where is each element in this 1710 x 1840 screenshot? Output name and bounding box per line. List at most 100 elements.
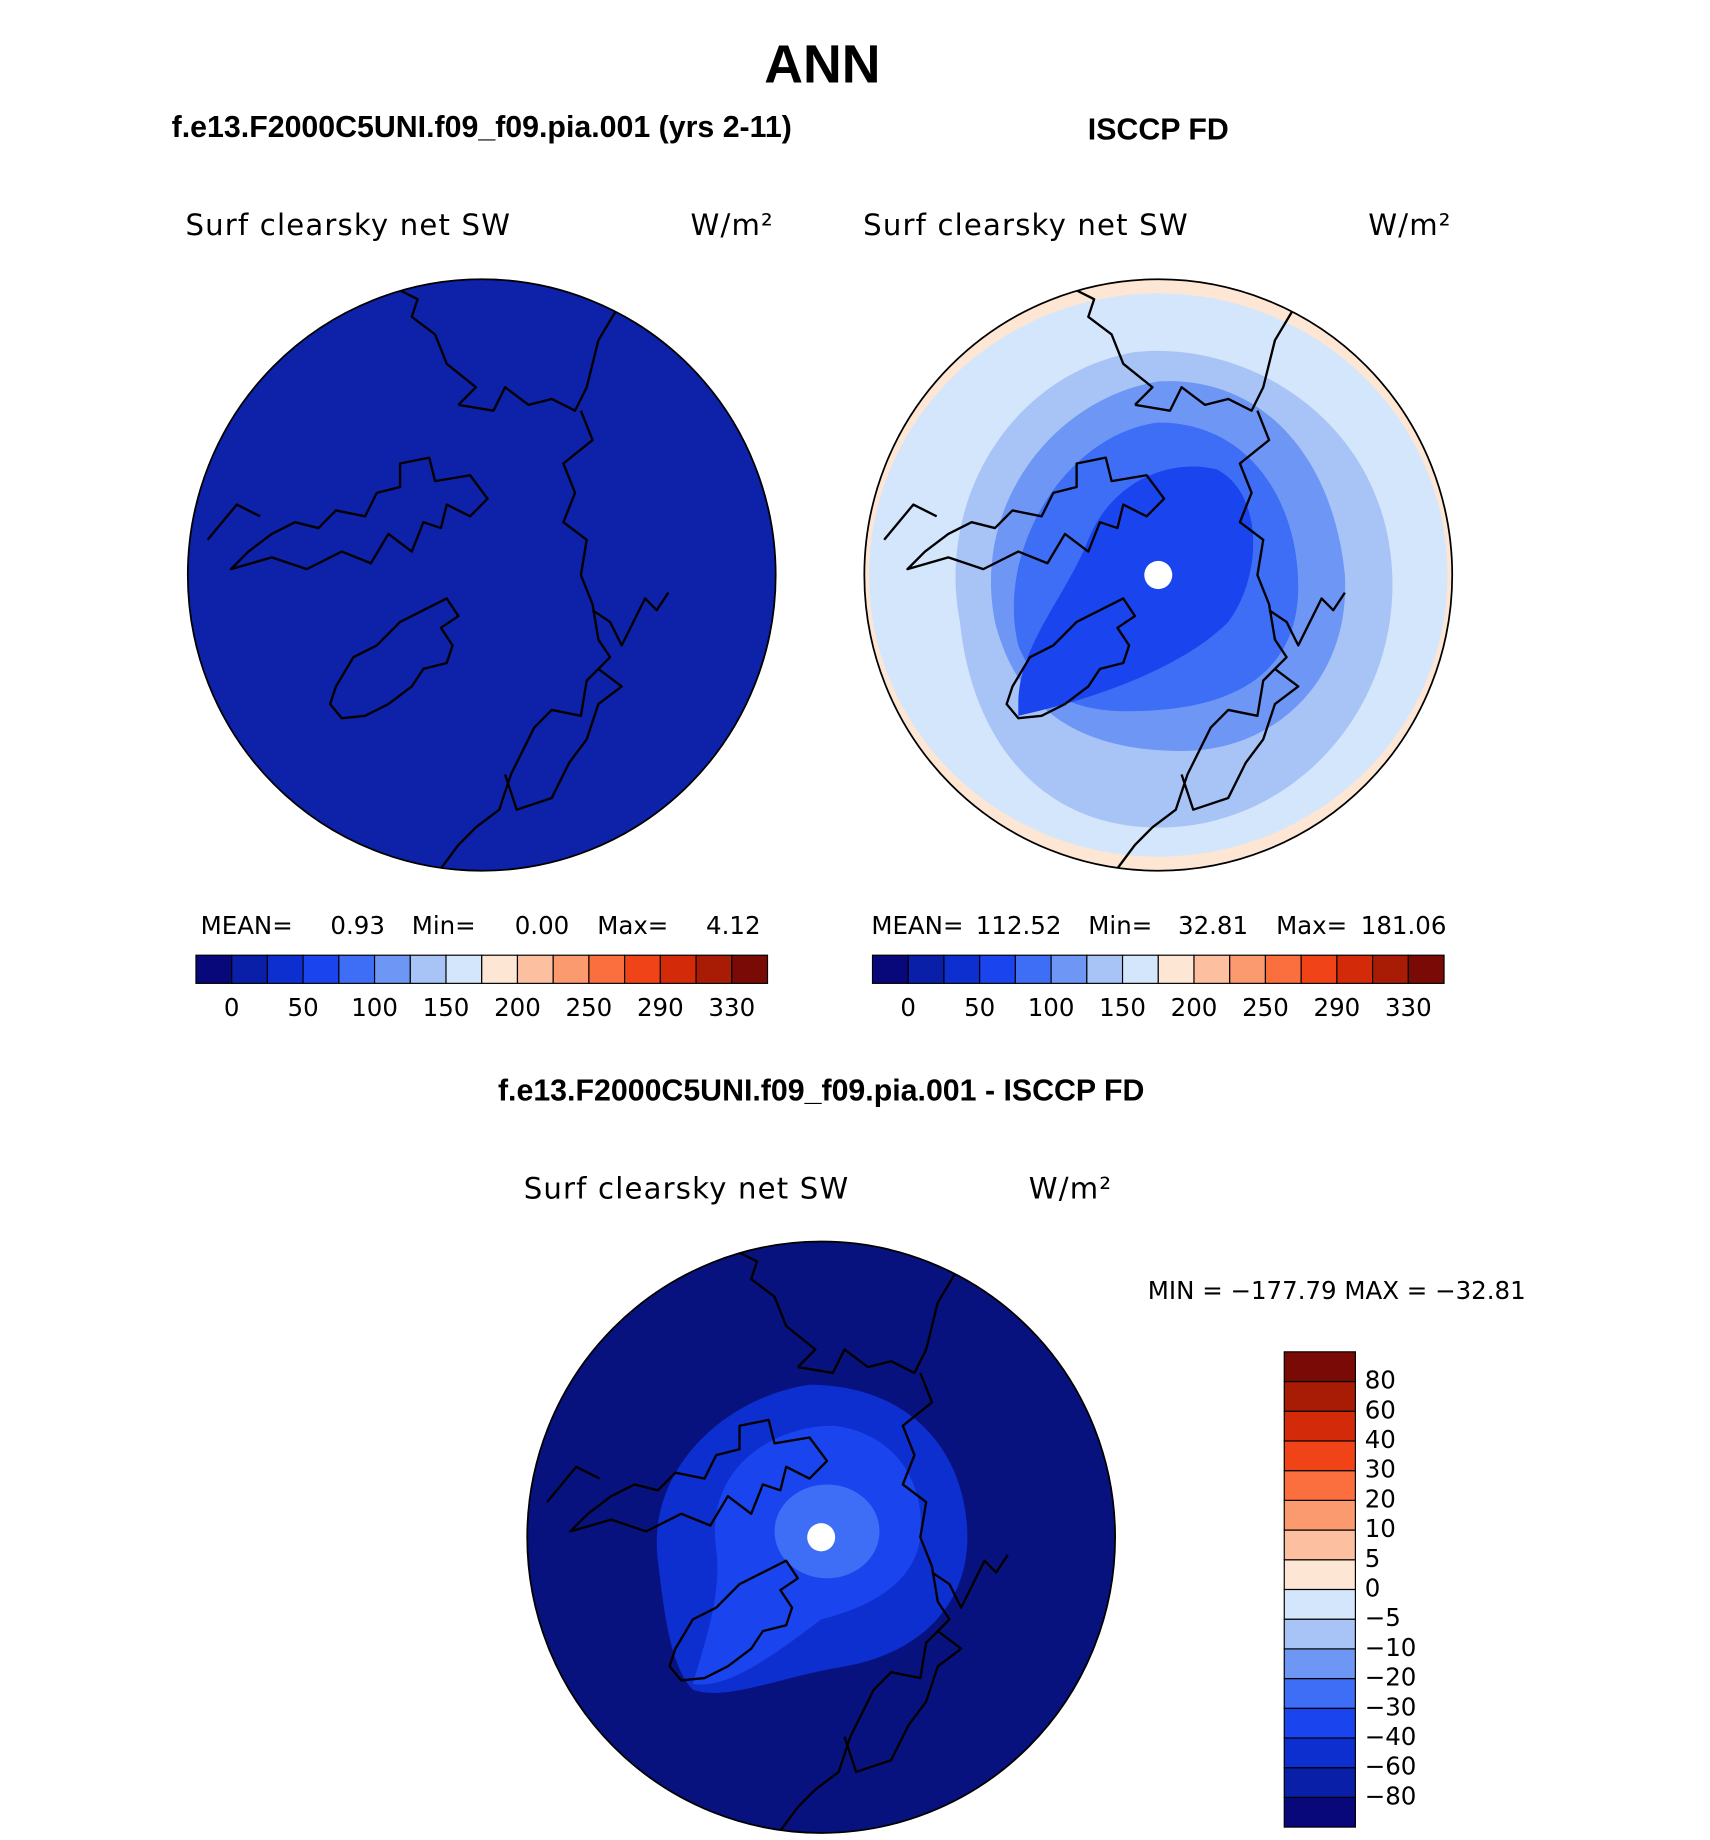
map: [186, 278, 777, 872]
colorbar-label: 250: [1242, 993, 1289, 1022]
colorbar-box: [1283, 1737, 1356, 1769]
colorbar-box: [302, 954, 340, 984]
colorbar-box: [1372, 954, 1409, 984]
colorbar-label: 0: [224, 993, 240, 1022]
units-label: W/m²: [691, 208, 774, 242]
stat-label: Max=: [597, 911, 668, 940]
variable-label: Surf clearsky net SW: [863, 208, 1189, 242]
colorbar-label: 10: [1365, 1514, 1396, 1543]
colorbar-box: [1283, 1796, 1356, 1828]
colorbar-label: 50: [288, 993, 319, 1022]
colorbar-label: 250: [566, 993, 613, 1022]
colorbar-box: [695, 954, 733, 984]
colorbar-label: 20: [1365, 1484, 1396, 1513]
stat-value: 181.06: [1361, 911, 1447, 940]
colorbar-label: −30: [1365, 1692, 1417, 1721]
colorbar-box: [659, 954, 697, 984]
stat-label: Min=: [1088, 911, 1152, 940]
colorbar-label: 200: [494, 993, 541, 1022]
map: [863, 278, 1454, 872]
colorbar-box: [1121, 954, 1159, 984]
colorbar-label: −60: [1365, 1752, 1417, 1781]
colorbar-box: [1014, 954, 1052, 984]
stat-label: MEAN=: [201, 911, 293, 940]
range-label: MIN = −177.79 MAX = −32.81: [1148, 1276, 1526, 1305]
stat-label: MEAN=: [871, 911, 963, 940]
colorbar-label: 5: [1365, 1544, 1381, 1573]
units-label: W/m²: [1029, 1171, 1112, 1205]
colorbar-label: 0: [900, 993, 916, 1022]
colorbar-box: [1283, 1618, 1356, 1650]
colorbar-box: [1283, 1410, 1356, 1442]
colorbar-label: 330: [708, 993, 755, 1022]
colorbar-box: [552, 954, 590, 984]
colorbar-label: −5: [1365, 1603, 1401, 1632]
colorbar-box: [1283, 1351, 1356, 1383]
colorbar-label: −80: [1365, 1781, 1417, 1810]
colorbar-box: [1193, 954, 1231, 984]
panel-title: f.e13.F2000C5UNI.f09_f09.pia.001 (yrs 2-…: [172, 110, 792, 144]
stat-value: 0.93: [330, 911, 384, 940]
colorbar-box: [373, 954, 411, 984]
colorbar-box: [1283, 1529, 1356, 1561]
colorbar-label: 150: [1099, 993, 1146, 1022]
panel-title: f.e13.F2000C5UNI.f09_f09.pia.001 - ISCCP…: [498, 1073, 1144, 1107]
colorbar-box: [1407, 954, 1445, 984]
colorbar-box: [624, 954, 661, 984]
stat-value: 4.12: [706, 911, 760, 940]
colorbar-box: [1264, 954, 1302, 984]
colorbar-box: [588, 954, 626, 984]
stat-value: 0.00: [515, 911, 569, 940]
colorbar-label: 290: [1314, 993, 1361, 1022]
colorbar-box: [266, 954, 304, 984]
colorbar-box: [1283, 1648, 1356, 1680]
units-label: W/m²: [1368, 208, 1451, 242]
colorbar-box: [1283, 1470, 1356, 1501]
colorbar-box: [979, 954, 1016, 984]
colorbar-label: 50: [964, 993, 995, 1022]
colorbar-box: [1283, 1559, 1356, 1591]
colorbar-box: [1283, 1767, 1356, 1798]
stat-label: Min=: [412, 911, 476, 940]
colorbar-box: [1283, 1440, 1356, 1472]
colorbar-label: −40: [1365, 1722, 1417, 1751]
colorbar-box: [1086, 954, 1124, 984]
figure-title: ANN: [764, 34, 880, 94]
stat-value: 112.52: [976, 911, 1062, 940]
colorbar-box: [516, 954, 554, 984]
colorbar-label: 30: [1365, 1455, 1396, 1484]
variable-label: Surf clearsky net SW: [524, 1171, 850, 1205]
colorbar-box: [338, 954, 376, 984]
colorbar-box: [731, 954, 769, 984]
colorbar-label: 100: [1028, 993, 1075, 1022]
colorbar-box: [481, 954, 519, 984]
colorbar-box: [409, 954, 447, 984]
colorbar-box: [1050, 954, 1088, 984]
panel-title: ISCCP FD: [1088, 112, 1229, 146]
colorbar-box: [195, 954, 233, 984]
colorbar-box: [231, 954, 268, 984]
colorbar-box: [445, 954, 483, 984]
colorbar-box: [1336, 954, 1374, 984]
colorbar-box: [943, 954, 981, 984]
variable-label: Surf clearsky net SW: [185, 208, 511, 242]
colorbar-label: −20: [1365, 1663, 1417, 1692]
colorbar-box: [1283, 1588, 1356, 1620]
colorbar-box: [1283, 1677, 1356, 1709]
stat-label: Max=: [1276, 911, 1347, 940]
colorbar-label: 200: [1171, 993, 1218, 1022]
colorbar-box: [1283, 1499, 1356, 1531]
colorbar-box: [907, 954, 945, 984]
colorbar-box: [1283, 1707, 1356, 1739]
colorbar-label: 80: [1365, 1365, 1396, 1394]
colorbar-label: −10: [1365, 1633, 1417, 1662]
colorbar-box: [871, 954, 909, 984]
colorbar-box: [1229, 954, 1267, 984]
colorbar-label: 60: [1365, 1395, 1396, 1424]
map: [526, 1240, 1116, 1834]
colorbar-label: 330: [1385, 993, 1432, 1022]
colorbar-label: 0: [1365, 1573, 1381, 1602]
colorbar-box: [1283, 1380, 1356, 1412]
colorbar-label: 290: [637, 993, 684, 1022]
